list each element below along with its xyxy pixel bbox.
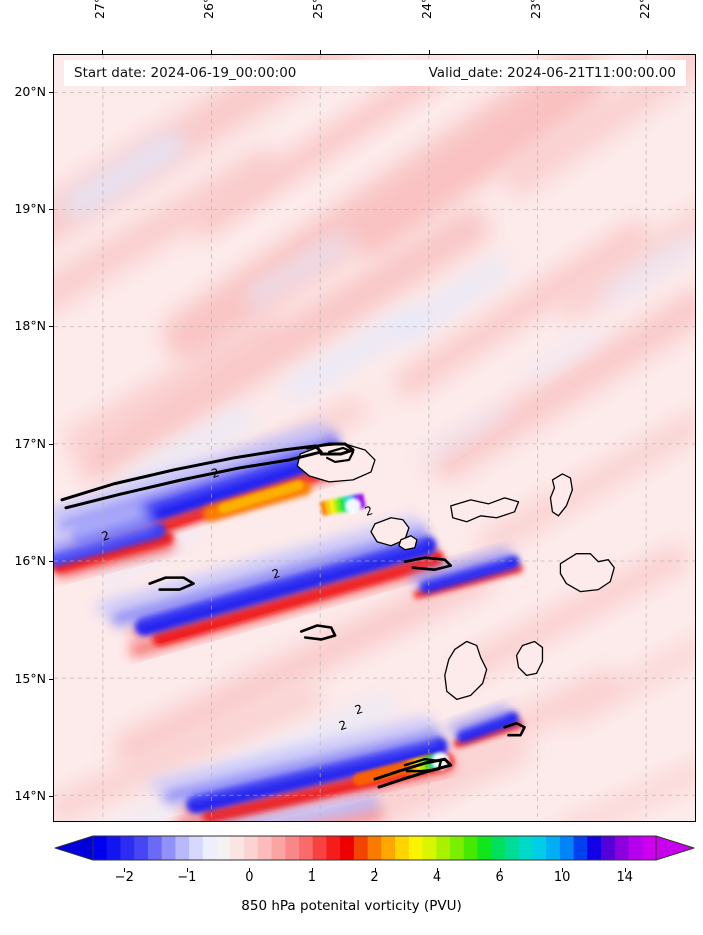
colorbar-tick-label: 14 [616, 870, 633, 885]
y-tick-label: 14°N [14, 788, 46, 804]
graticule-gridlines [54, 55, 695, 821]
y-tick-mark [49, 209, 53, 210]
colorbar-axis-label: 850 hPa potenital vorticity (PVU) [241, 898, 462, 914]
colorbar-tick-mark [374, 868, 376, 872]
colorbar-tick-label: −1 [177, 870, 197, 885]
colorbar-tick-mark [124, 868, 126, 872]
x-tick-label: 25°W [310, 0, 325, 19]
colorbar-tick-label: 2 [370, 870, 379, 885]
colorbar-tick-label: −2 [114, 870, 134, 885]
valid-date-label: Valid_date: 2024-06-21T11:00:00.00 [428, 65, 676, 81]
x-tick-label: 22°W [636, 0, 652, 19]
colorbar-tick-label: 10 [553, 870, 571, 885]
y-tick-label: 15°N [14, 670, 46, 686]
start-date-label: Start date: 2024-06-19_00:00:00 [74, 65, 297, 81]
svg-text:2: 2 [209, 465, 221, 481]
x-tick-mark [320, 50, 321, 54]
x-tick-mark [428, 50, 430, 54]
colorbar[interactable]: −2 −1 0 1 2 4 6 10 14 [53, 834, 696, 885]
colorbar-tick-mark [311, 868, 313, 872]
y-tick-mark [49, 796, 53, 798]
x-tick-mark [102, 50, 104, 54]
colorbar-tick-mark [249, 868, 251, 872]
x-tick-mark [211, 50, 213, 54]
y-tick-label: 20°N [14, 83, 46, 99]
x-tick-label: 23°W [527, 0, 543, 19]
colorbar-tick-label: 1 [307, 870, 317, 885]
x-tick-label: 27°W [92, 0, 108, 19]
y-tick-label: 16°N [14, 553, 46, 569]
colorbar-tick-label: 4 [432, 870, 442, 885]
colorbar-tick-mark [624, 868, 626, 872]
date-banner: Start date: 2024-06-19_00:00:00 Valid_da… [64, 60, 686, 86]
svg-text:2: 2 [353, 702, 365, 718]
x-tick-label: 24°W [418, 0, 434, 19]
y-tick-label: 19°N [14, 201, 46, 216]
colorbar-gradient [54, 835, 695, 861]
svg-text:2: 2 [363, 503, 375, 519]
colorbar-tick-mark [186, 868, 188, 872]
svg-text:2: 2 [337, 718, 349, 734]
x-tick-label: 26°W [201, 0, 217, 19]
x-tick-mark [646, 50, 648, 54]
colorbar-tick-label: 6 [495, 870, 504, 885]
y-tick-mark [49, 91, 53, 93]
colorbar-tick-mark [562, 868, 564, 872]
y-tick-label: 18°N [14, 318, 46, 334]
y-tick-mark [49, 678, 53, 680]
x-tick-mark [537, 50, 539, 54]
colorbar-tick-label: 0 [245, 870, 254, 885]
y-tick-label: 17°N [14, 435, 46, 451]
colorbar-tick-mark [437, 868, 439, 872]
colorbar-tick-mark [499, 868, 501, 872]
svg-text:2: 2 [270, 566, 282, 582]
y-tick-mark [49, 561, 53, 563]
svg-text:2: 2 [100, 528, 112, 544]
y-tick-mark [49, 326, 53, 328]
y-tick-mark [49, 443, 53, 445]
